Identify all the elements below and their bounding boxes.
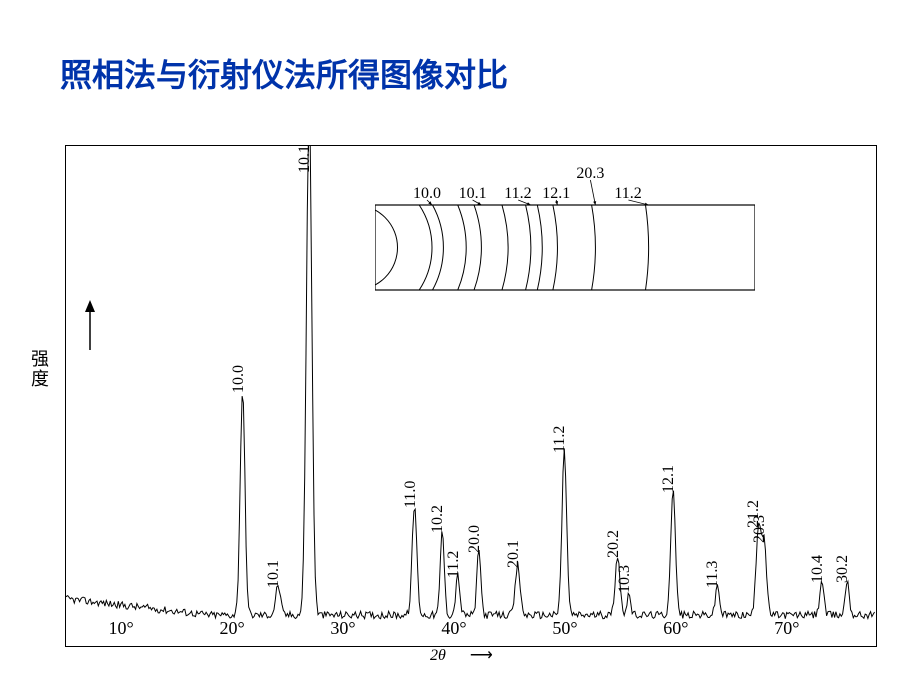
x-tick: 50°	[552, 618, 577, 639]
page-title: 照相法与衍射仪法所得图像对比	[60, 50, 508, 96]
x-tick: 40°	[441, 618, 466, 639]
x-label-text: 2θ	[430, 647, 446, 664]
peak-label: 30.2	[834, 555, 852, 583]
peak-label: 20.2	[605, 530, 623, 558]
inset-ring-label: 12.1	[542, 185, 570, 203]
x-tick: 70°	[774, 618, 799, 639]
peak-label: 20.1	[505, 540, 523, 568]
inset-diagram	[375, 155, 755, 300]
inset-ring-label: 10.1	[459, 185, 487, 203]
inset-ring-label: 20.3	[576, 165, 604, 183]
peak-label: 10.0	[230, 365, 248, 393]
x-axis-arrow-icon: ⟶	[470, 647, 493, 664]
peak-label: 11.3	[704, 561, 722, 588]
peak-label: 10.1	[296, 145, 314, 173]
peak-label: 12.1	[660, 465, 678, 493]
x-tick: 20°	[219, 618, 244, 639]
inset-ring-label: 11.2	[504, 185, 531, 203]
peak-label: 11.0	[402, 481, 420, 508]
peak-label: 10.4	[809, 555, 827, 583]
peak-label: 10.2	[429, 505, 447, 533]
peak-label: 11.2	[445, 551, 463, 578]
peak-label: 10.3	[616, 565, 634, 593]
y-label-text: 强度	[31, 349, 49, 389]
peak-label: 20.0	[466, 525, 484, 553]
x-axis-label: 2θ ⟶	[430, 645, 493, 665]
peak-label: 11.2	[551, 426, 569, 453]
peak-label: 20.3	[751, 515, 769, 543]
x-tick: 30°	[330, 618, 355, 639]
y-axis-label: 强度	[28, 350, 52, 390]
inset-ring-label: 10.0	[413, 185, 441, 203]
x-tick: 10°	[108, 618, 133, 639]
x-tick: 60°	[663, 618, 688, 639]
inset-ring-label: 11.2	[614, 185, 641, 203]
peak-label: 10.1	[265, 560, 283, 588]
